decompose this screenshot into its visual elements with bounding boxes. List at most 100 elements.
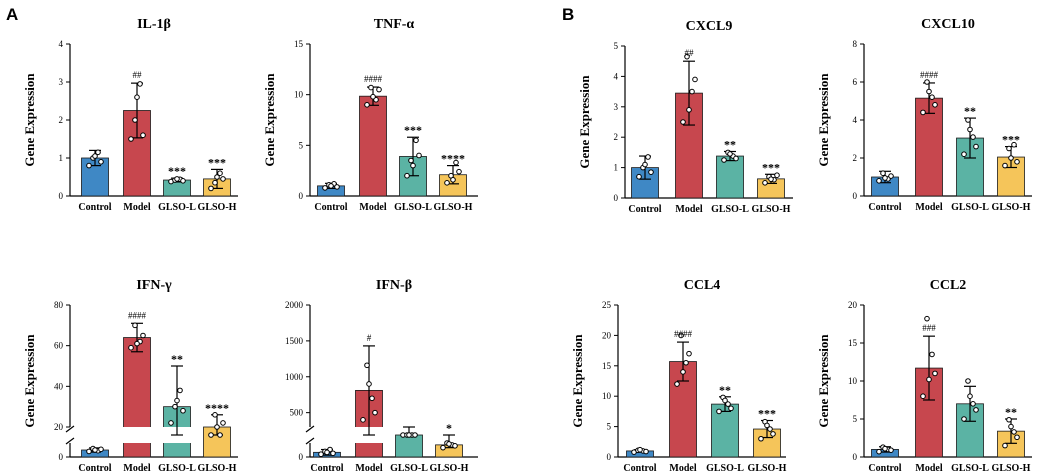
y-tick-label: 0	[299, 191, 304, 201]
y-tick-label: 5	[607, 422, 612, 432]
data-point	[140, 132, 146, 138]
data-point	[876, 448, 882, 455]
y-tick-label: 3	[59, 77, 64, 87]
data-point	[1014, 434, 1020, 441]
data-point	[970, 401, 976, 407]
data-point	[456, 168, 462, 175]
significance-label: ***	[1002, 133, 1020, 147]
significance-label: ###	[922, 323, 936, 333]
y-tick-label: 0	[299, 452, 304, 462]
y-axis-label: Gene Expression	[816, 334, 831, 428]
data-point	[1008, 155, 1014, 161]
category-label: Control	[310, 463, 343, 474]
bar-glso-l	[395, 434, 423, 458]
data-point	[368, 84, 374, 91]
data-point	[716, 408, 722, 415]
axis-break-mark	[65, 437, 75, 445]
data-point	[212, 179, 218, 186]
data-point	[880, 170, 886, 176]
category-label: GLSO-H	[434, 202, 473, 213]
data-point	[888, 173, 894, 179]
data-point	[973, 407, 979, 413]
data-point	[174, 176, 180, 182]
category-label: GLSO-H	[430, 463, 469, 474]
category-label: GLSO-L	[711, 204, 749, 215]
data-point	[369, 395, 375, 402]
category-label: GLSO-H	[992, 202, 1031, 213]
data-point	[220, 420, 226, 426]
chart-2: TNF-α Gene Expression 0 5 10 15 Control #### Mod…	[262, 17, 478, 213]
data-point	[932, 370, 938, 377]
data-point	[683, 359, 689, 366]
chart-title: CCL4	[684, 278, 721, 293]
data-point	[86, 162, 92, 169]
y-tick-label: 5	[853, 414, 858, 424]
panel-label-a: A	[6, 5, 18, 24]
data-point	[446, 441, 452, 447]
data-point	[452, 443, 458, 449]
data-point	[768, 176, 774, 182]
data-point	[920, 393, 926, 400]
y-axis-label: Gene Expression	[22, 73, 37, 167]
data-point	[965, 378, 971, 384]
data-point	[217, 432, 223, 438]
data-point	[680, 119, 686, 125]
data-point	[929, 351, 935, 358]
data-point	[967, 126, 973, 133]
data-point	[86, 448, 92, 455]
y-tick-label: 0	[59, 452, 64, 462]
data-point	[360, 417, 366, 423]
bar-glso-l	[711, 403, 739, 458]
y-tick-label: 40	[54, 381, 64, 391]
bar-model	[359, 95, 387, 197]
data-point	[364, 362, 370, 369]
category-label: GLSO-H	[198, 202, 237, 213]
data-point	[758, 435, 764, 442]
significance-label: ####	[920, 70, 939, 80]
data-point	[973, 143, 979, 150]
data-point	[404, 172, 410, 179]
y-tick-label: 4	[853, 115, 858, 125]
data-point	[642, 161, 648, 168]
y-tick-label: 10	[602, 391, 612, 401]
significance-label: **	[719, 383, 731, 397]
y-tick-label: 0	[853, 191, 858, 201]
axis-break-mark	[65, 425, 75, 433]
category-label: GLSO-H	[198, 463, 237, 474]
data-point	[413, 137, 419, 144]
y-axis-label: Gene Expression	[262, 73, 277, 167]
data-point	[140, 332, 146, 339]
data-point	[728, 405, 734, 412]
data-point	[376, 86, 382, 93]
category-label: GLSO-L	[158, 463, 196, 474]
data-point	[929, 94, 935, 100]
significance-label: ***	[762, 160, 780, 174]
data-point	[98, 159, 104, 165]
data-point	[453, 159, 459, 166]
data-point	[689, 88, 695, 95]
category-label: GLSO-L	[706, 463, 744, 474]
y-axis-label: Gene Expression	[22, 334, 37, 428]
category-label: Control	[623, 463, 656, 474]
data-point	[92, 447, 98, 453]
chart-title: TNF-α	[374, 17, 415, 32]
data-point	[637, 446, 643, 453]
data-point	[692, 76, 698, 83]
y-tick-label: 500	[290, 408, 304, 418]
data-point	[132, 117, 138, 123]
significance-label: ##	[685, 48, 695, 58]
data-point	[212, 412, 218, 418]
data-point	[648, 169, 654, 175]
data-point	[372, 409, 378, 416]
y-tick-label: 8	[853, 39, 858, 49]
significance-label: ***	[208, 155, 226, 169]
data-point	[924, 79, 930, 85]
category-label: GLSO-L	[158, 202, 196, 213]
chart-8: CCL2 Gene Expression 0 5 10 15 20 Control ### Mod…	[816, 278, 1032, 474]
category-label: Model	[359, 202, 386, 213]
significance-label: *	[446, 421, 452, 435]
data-point	[324, 449, 330, 456]
significance-label: ****	[441, 152, 465, 166]
y-tick-label: 0	[607, 452, 612, 462]
category-label: Control	[314, 202, 347, 213]
